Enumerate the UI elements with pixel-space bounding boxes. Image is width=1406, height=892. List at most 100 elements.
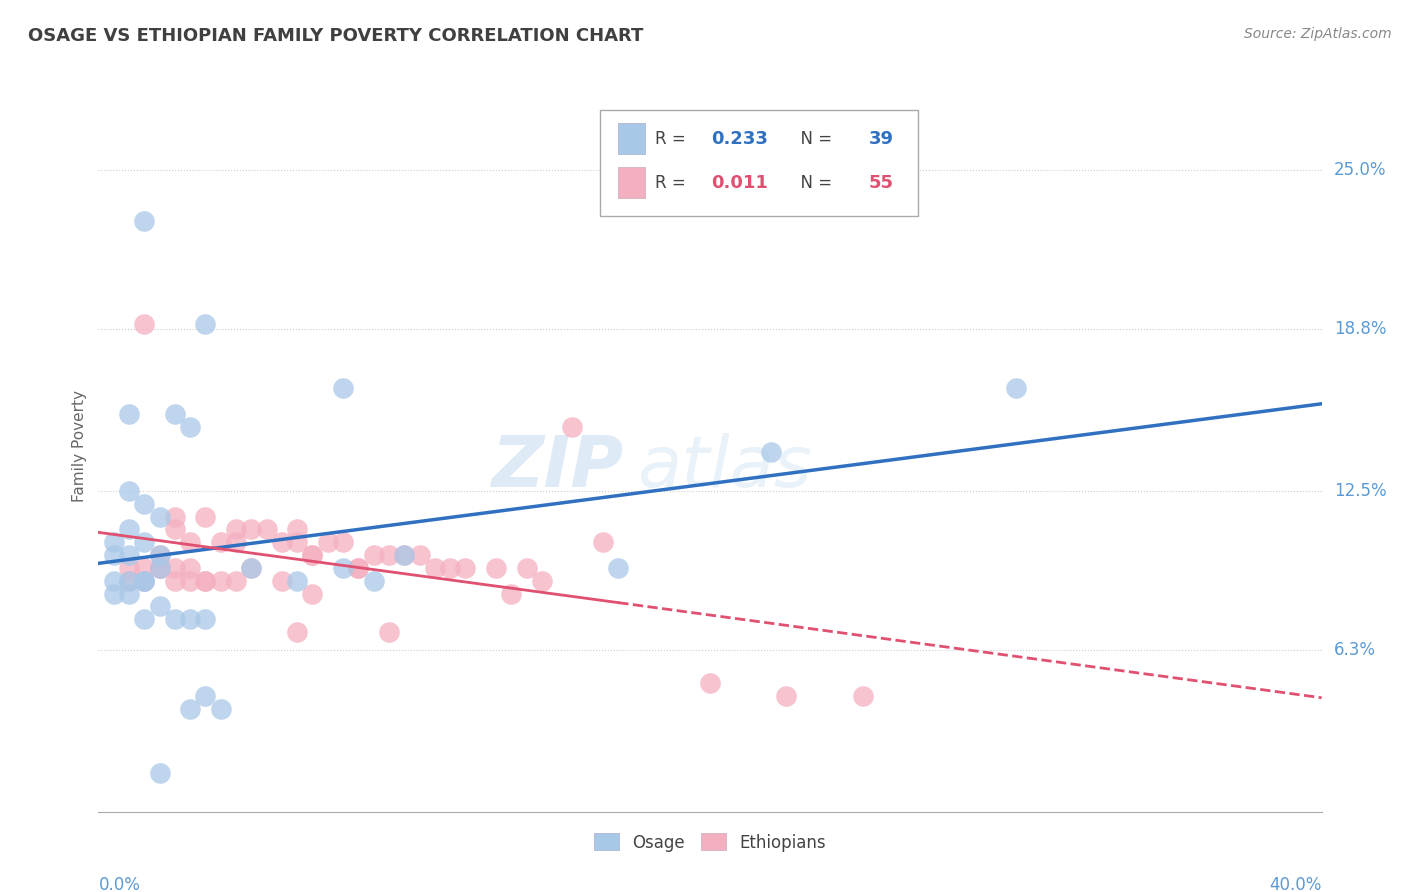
Point bbox=[149, 561, 172, 575]
Point bbox=[149, 548, 172, 562]
Text: 0.011: 0.011 bbox=[711, 174, 768, 192]
Point bbox=[163, 523, 186, 537]
Text: 6.3%: 6.3% bbox=[1334, 641, 1376, 659]
Point bbox=[179, 419, 201, 434]
Point bbox=[332, 381, 354, 395]
Point bbox=[285, 625, 308, 640]
Point bbox=[439, 561, 461, 575]
Point bbox=[118, 574, 141, 588]
Point bbox=[103, 535, 125, 549]
Point bbox=[163, 407, 186, 421]
Point bbox=[485, 561, 508, 575]
Point bbox=[118, 483, 141, 498]
Point bbox=[225, 574, 247, 588]
Point bbox=[149, 561, 172, 575]
Point bbox=[301, 548, 323, 562]
Point bbox=[301, 548, 323, 562]
Point bbox=[285, 535, 308, 549]
Point bbox=[194, 509, 217, 524]
Point bbox=[118, 523, 141, 537]
Point bbox=[347, 561, 370, 575]
Text: 12.5%: 12.5% bbox=[1334, 482, 1386, 500]
Point bbox=[163, 612, 186, 626]
Point bbox=[775, 690, 797, 704]
Point bbox=[149, 766, 172, 780]
Point bbox=[378, 625, 401, 640]
Point bbox=[149, 561, 172, 575]
Point bbox=[118, 574, 141, 588]
Point bbox=[179, 535, 201, 549]
Text: R =: R = bbox=[655, 130, 690, 148]
Text: 55: 55 bbox=[869, 174, 894, 192]
Point bbox=[179, 612, 201, 626]
Point bbox=[134, 612, 156, 626]
Text: N =: N = bbox=[790, 130, 837, 148]
Text: OSAGE VS ETHIOPIAN FAMILY POVERTY CORRELATION CHART: OSAGE VS ETHIOPIAN FAMILY POVERTY CORREL… bbox=[28, 27, 644, 45]
Point bbox=[163, 509, 186, 524]
Point bbox=[852, 690, 875, 704]
Point bbox=[408, 548, 430, 562]
Point bbox=[240, 523, 263, 537]
Point bbox=[103, 548, 125, 562]
Point bbox=[285, 574, 308, 588]
Point bbox=[378, 548, 401, 562]
Point bbox=[392, 548, 416, 562]
Point bbox=[179, 702, 201, 716]
Point bbox=[699, 676, 721, 690]
Text: ZIP: ZIP bbox=[492, 434, 624, 502]
Text: 18.8%: 18.8% bbox=[1334, 320, 1386, 338]
Point bbox=[392, 548, 416, 562]
Point bbox=[423, 561, 446, 575]
Point bbox=[194, 612, 217, 626]
Text: N =: N = bbox=[790, 174, 837, 192]
Text: Source: ZipAtlas.com: Source: ZipAtlas.com bbox=[1244, 27, 1392, 41]
Point bbox=[761, 445, 783, 459]
Point bbox=[134, 317, 156, 331]
Text: 25.0%: 25.0% bbox=[1334, 161, 1386, 179]
Point bbox=[149, 599, 172, 614]
Point bbox=[561, 419, 583, 434]
Point bbox=[270, 535, 294, 549]
Point bbox=[516, 561, 538, 575]
Point bbox=[134, 574, 156, 588]
Point bbox=[240, 561, 263, 575]
FancyBboxPatch shape bbox=[600, 110, 918, 216]
Point bbox=[607, 561, 630, 575]
Point bbox=[209, 574, 232, 588]
Point bbox=[363, 574, 385, 588]
Point bbox=[285, 523, 308, 537]
Point bbox=[118, 586, 141, 600]
Point bbox=[592, 535, 614, 549]
Point bbox=[118, 561, 141, 575]
Point bbox=[194, 690, 217, 704]
Point bbox=[163, 574, 186, 588]
Point bbox=[209, 702, 232, 716]
Point bbox=[103, 574, 125, 588]
Point bbox=[194, 574, 217, 588]
Point bbox=[103, 586, 125, 600]
Point bbox=[194, 317, 217, 331]
Point bbox=[454, 561, 477, 575]
Point bbox=[134, 574, 156, 588]
Text: 0.233: 0.233 bbox=[711, 130, 768, 148]
Point bbox=[134, 574, 156, 588]
Point bbox=[225, 523, 247, 537]
Point bbox=[134, 535, 156, 549]
Point bbox=[530, 574, 553, 588]
Point bbox=[163, 561, 186, 575]
Point bbox=[301, 586, 323, 600]
Point bbox=[332, 561, 354, 575]
Text: 39: 39 bbox=[869, 130, 894, 148]
Bar bbox=[619, 168, 645, 198]
Point bbox=[194, 574, 217, 588]
Point bbox=[501, 586, 523, 600]
Point bbox=[134, 561, 156, 575]
Point bbox=[347, 561, 370, 575]
Point bbox=[256, 523, 278, 537]
Text: R =: R = bbox=[655, 174, 690, 192]
Point bbox=[118, 407, 141, 421]
Point bbox=[1004, 381, 1026, 395]
Point bbox=[363, 548, 385, 562]
Point bbox=[240, 561, 263, 575]
Point bbox=[209, 535, 232, 549]
